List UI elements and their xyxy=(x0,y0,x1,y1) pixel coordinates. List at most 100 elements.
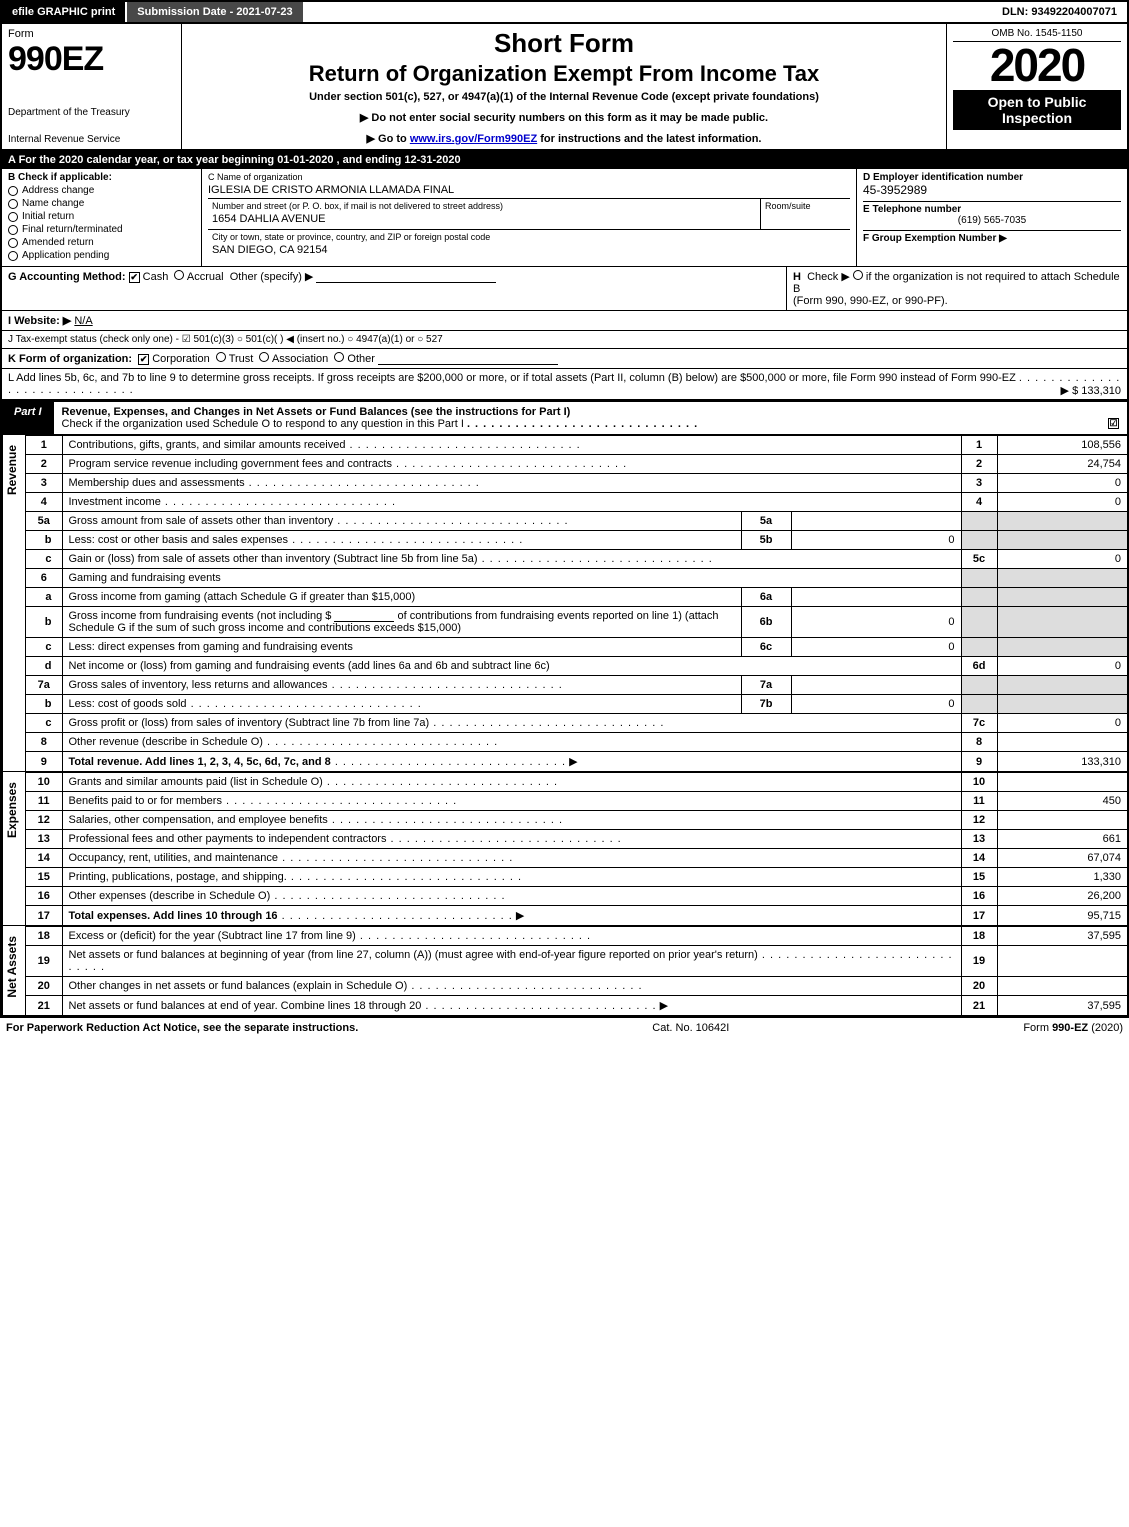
line-6b-no: b xyxy=(26,607,62,638)
footer-right: Form 990-EZ (2020) xyxy=(1023,1022,1123,1034)
form-word: Form xyxy=(8,28,175,40)
table-row: aGross income from gaming (attach Schedu… xyxy=(26,588,1127,607)
line-20-amt xyxy=(997,977,1127,996)
line-6a-no: a xyxy=(26,588,62,607)
line-3-no: 3 xyxy=(26,474,62,493)
line-17-desc: Total expenses. Add lines 10 through 16 … xyxy=(62,906,961,926)
cash-label: Cash xyxy=(143,271,169,283)
shade xyxy=(961,512,997,531)
line-8-desc: Other revenue (describe in Schedule O) xyxy=(62,733,961,752)
efile-print-button[interactable]: efile GRAPHIC print xyxy=(2,2,127,22)
line-19-no: 19 xyxy=(26,946,62,977)
under-section-text: Under section 501(c), 527, or 4947(a)(1)… xyxy=(188,91,940,103)
part1-title: Revenue, Expenses, and Changes in Net As… xyxy=(54,402,1127,434)
line-1-num: 1 xyxy=(961,436,997,455)
shade xyxy=(961,531,997,550)
check-other-org[interactable] xyxy=(334,352,344,362)
line-16-desc: Other expenses (describe in Schedule O) xyxy=(62,887,961,906)
footer-mid: Cat. No. 10642I xyxy=(652,1022,729,1034)
table-row: 5aGross amount from sale of assets other… xyxy=(26,512,1127,531)
line-13-num: 13 xyxy=(961,830,997,849)
line-h: H Check ▶ if the organization is not req… xyxy=(787,267,1127,310)
line-5c-no: c xyxy=(26,550,62,569)
shade xyxy=(997,607,1127,638)
check-name-change[interactable] xyxy=(8,199,18,209)
check-association[interactable] xyxy=(259,352,269,362)
part1-title-text: Revenue, Expenses, and Changes in Net As… xyxy=(62,406,571,418)
table-row: bLess: cost or other basis and sales exp… xyxy=(26,531,1127,550)
line-14-no: 14 xyxy=(26,849,62,868)
irs-link[interactable]: www.irs.gov/Form990EZ xyxy=(410,133,537,145)
line-13-no: 13 xyxy=(26,830,62,849)
table-row: 10Grants and similar amounts paid (list … xyxy=(26,773,1127,792)
check-address-change[interactable] xyxy=(8,186,18,196)
other-org-field[interactable] xyxy=(378,353,558,365)
table-row: 11Benefits paid to or for members11450 xyxy=(26,792,1127,811)
expenses-vlabel: Expenses xyxy=(2,772,26,926)
line-8-no: 8 xyxy=(26,733,62,752)
line-7c-desc: Gross profit or (loss) from sales of inv… xyxy=(62,714,961,733)
return-title: Return of Organization Exempt From Incom… xyxy=(188,61,940,87)
line-g-label: G Accounting Method: xyxy=(8,271,126,283)
line-5a-m: 5a xyxy=(741,512,791,531)
part1-schedule-o-check[interactable]: ☑ xyxy=(1108,418,1119,429)
expenses-section: Expenses 10Grants and similar amounts pa… xyxy=(0,772,1129,926)
table-row: 21Net assets or fund balances at end of … xyxy=(26,996,1127,1016)
table-row: 8Other revenue (describe in Schedule O)8 xyxy=(26,733,1127,752)
line-7b-desc: Less: cost of goods sold xyxy=(62,695,741,714)
check-application-pending[interactable] xyxy=(8,251,18,261)
org-name: IGLESIA DE CRISTO ARMONIA LLAMADA FINAL xyxy=(208,182,850,198)
line-h-text3: (Form 990, 990-EZ, or 990-PF). xyxy=(793,295,948,307)
line-7b-mv: 0 xyxy=(791,695,961,714)
table-row: 14Occupancy, rent, utilities, and mainte… xyxy=(26,849,1127,868)
line-6b-amount-field[interactable] xyxy=(334,610,394,622)
line-18-desc: Excess or (deficit) for the year (Subtra… xyxy=(62,927,961,946)
table-row: 15Printing, publications, postage, and s… xyxy=(26,868,1127,887)
submission-date-button[interactable]: Submission Date - 2021-07-23 xyxy=(127,2,304,22)
check-cash[interactable]: ✔ xyxy=(129,272,140,283)
line-i: I Website: ▶ N/A xyxy=(0,311,1129,331)
line-6c-desc: Less: direct expenses from gaming and fu… xyxy=(62,638,741,657)
check-initial-return[interactable] xyxy=(8,212,18,222)
line-4-amt: 0 xyxy=(997,493,1127,512)
check-trust[interactable] xyxy=(216,352,226,362)
shade xyxy=(997,512,1127,531)
line-6b-desc: Gross income from fundraising events (no… xyxy=(62,607,741,638)
line-5b-desc: Less: cost or other basis and sales expe… xyxy=(62,531,741,550)
other-specify-field[interactable] xyxy=(316,271,496,283)
line-4-desc: Investment income xyxy=(62,493,961,512)
line-16-amt: 26,200 xyxy=(997,887,1127,906)
line-6c-no: c xyxy=(26,638,62,657)
line-h-label: H xyxy=(793,271,801,283)
shade xyxy=(997,569,1127,588)
check-corporation[interactable]: ✔ xyxy=(138,354,149,365)
table-row: 6Gaming and fundraising events xyxy=(26,569,1127,588)
line-5b-no: b xyxy=(26,531,62,550)
line-5b-mv: 0 xyxy=(791,531,961,550)
line-13-desc: Professional fees and other payments to … xyxy=(62,830,961,849)
line-6c-m: 6c xyxy=(741,638,791,657)
line-19-amt xyxy=(997,946,1127,977)
line-6a-mv xyxy=(791,588,961,607)
netassets-section: Net Assets 18Excess or (deficit) for the… xyxy=(0,926,1129,1018)
note-goto-pre: ▶ Go to xyxy=(367,133,410,145)
line-5a-no: 5a xyxy=(26,512,62,531)
check-amended-return[interactable] xyxy=(8,238,18,248)
line-l-amount: ▶ $ 133,310 xyxy=(1061,384,1121,397)
check-schedule-b-not-required[interactable] xyxy=(853,270,863,280)
note-ssn: ▶ Do not enter social security numbers o… xyxy=(188,111,940,124)
check-address-change-label: Address change xyxy=(22,185,94,196)
table-row: cLess: direct expenses from gaming and f… xyxy=(26,638,1127,657)
line-k-label: K Form of organization: xyxy=(8,353,132,365)
table-row: 1Contributions, gifts, grants, and simil… xyxy=(26,436,1127,455)
check-amended-return-label: Amended return xyxy=(22,237,94,248)
check-final-return[interactable] xyxy=(8,225,18,235)
table-row: bLess: cost of goods sold7b0 xyxy=(26,695,1127,714)
table-row: 7aGross sales of inventory, less returns… xyxy=(26,676,1127,695)
check-accrual[interactable] xyxy=(174,270,184,280)
section-b: B Check if applicable: Address change Na… xyxy=(2,169,202,266)
line-5c-amt: 0 xyxy=(997,550,1127,569)
line-5c-num: 5c xyxy=(961,550,997,569)
section-c: C Name of organization IGLESIA DE CRISTO… xyxy=(202,169,857,266)
line-10-desc: Grants and similar amounts paid (list in… xyxy=(62,773,961,792)
